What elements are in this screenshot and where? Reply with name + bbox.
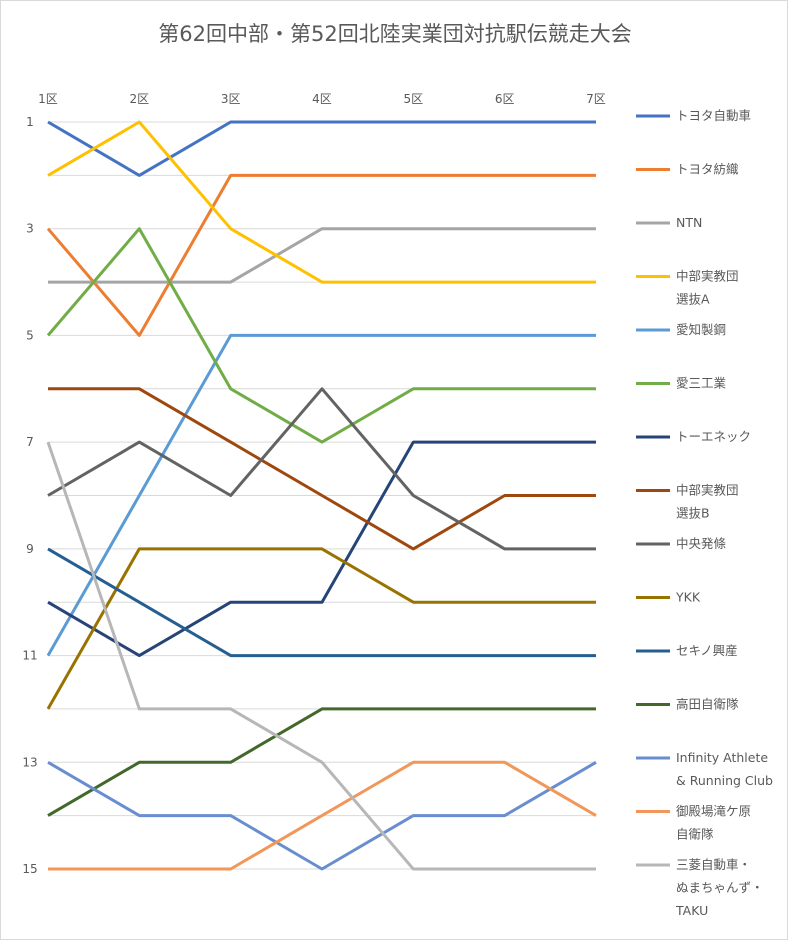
y-tick-label: 13: [22, 755, 37, 769]
legend-label: トーエネック: [676, 429, 751, 444]
x-tick-label: 3区: [221, 92, 241, 106]
legend-label: & Running Club: [676, 773, 773, 788]
legend-label: 中央発條: [676, 536, 727, 551]
series-line: [48, 387, 596, 551]
legend-label: 選抜A: [676, 292, 710, 307]
legend-item: 三菱自動車・ぬまちゃんず・ TAKU: [636, 857, 764, 918]
y-tick-label: 15: [22, 862, 37, 876]
x-tick-label: 4区: [312, 92, 332, 106]
x-tick-label: 5区: [404, 92, 424, 106]
legend-item: セキノ興産: [636, 643, 738, 658]
legend-label: 中部実教団: [676, 269, 739, 284]
legend-label: 御殿場滝ケ原: [676, 804, 751, 819]
series-lines: [46, 120, 597, 871]
series-line: [48, 760, 597, 871]
legend-label: セキノ興産: [676, 643, 738, 658]
legend-label: 選抜B: [676, 506, 710, 521]
series-line: [47, 547, 596, 658]
legend-item: NTN: [636, 215, 702, 230]
legend-label: トヨタ自動車: [676, 108, 751, 123]
legend-label: Infinity Athlete: [676, 750, 768, 765]
series-line: [47, 707, 596, 817]
legend-label: YKK: [675, 590, 701, 605]
legend-label: 自衛隊: [676, 827, 714, 842]
series-line: [47, 120, 596, 177]
y-tick-label: 7: [26, 435, 34, 449]
series-line: [46, 441, 596, 871]
x-tick-label: 7区: [586, 92, 606, 106]
y-tick-label: 5: [26, 328, 34, 342]
y-tick-label: 11: [22, 649, 37, 663]
legend-label: 三菱自動車・: [676, 857, 751, 872]
series-line: [47, 120, 596, 284]
legend-item: YKK: [636, 590, 701, 605]
legend-label: 中部実教団: [676, 483, 739, 498]
series-line: [47, 387, 596, 551]
legend-item: トヨタ紡織: [636, 162, 739, 177]
legend-item: 高田自衛隊: [636, 697, 739, 712]
series-line: [47, 761, 597, 871]
legend-item: トーエネック: [636, 429, 751, 444]
legend-label: 高田自衛隊: [676, 697, 739, 712]
legend-label: NTN: [676, 215, 702, 230]
legend-label: 愛知製鋼: [676, 322, 726, 337]
series-line: [48, 227, 596, 284]
y-tick-label: 3: [26, 222, 34, 236]
series-line: [46, 547, 596, 710]
x-tick-label: 6区: [495, 92, 515, 106]
legend-item: 愛知製鋼: [636, 322, 726, 337]
series-line: [47, 440, 596, 658]
series-line: [46, 333, 596, 657]
chart-title: 第62回中部・第52回北陸実業団対抗駅伝競走大会: [158, 22, 632, 46]
y-tick-label: 1: [26, 115, 34, 129]
legend-item: Infinity Athlete & Running Club: [636, 750, 773, 788]
legend-label: 愛三工業: [676, 376, 727, 391]
legend-item: 愛三工業: [636, 376, 727, 391]
x-axis-ticks: 1区 2区 3区 4区 5区 6区 7区: [38, 92, 606, 106]
legend: トヨタ自動車トヨタ紡織NTN中部実教団選抜A愛知製鋼愛三工業トーエネック中部実教…: [636, 108, 773, 918]
x-tick-label: 1区: [38, 92, 58, 106]
series-line: [46, 173, 596, 337]
y-tick-label: 9: [26, 542, 34, 556]
x-tick-label: 2区: [130, 92, 150, 106]
legend-item: トヨタ自動車: [636, 108, 751, 123]
legend-item: 中央発條: [636, 536, 727, 551]
legend-label: TAKU: [675, 903, 708, 918]
series-line: [46, 227, 596, 444]
legend-label: トヨタ紡織: [676, 162, 739, 177]
legend-label: ぬまちゃんず・: [676, 880, 764, 895]
